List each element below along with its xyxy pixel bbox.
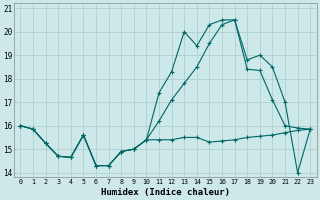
X-axis label: Humidex (Indice chaleur): Humidex (Indice chaleur) [101, 188, 230, 197]
